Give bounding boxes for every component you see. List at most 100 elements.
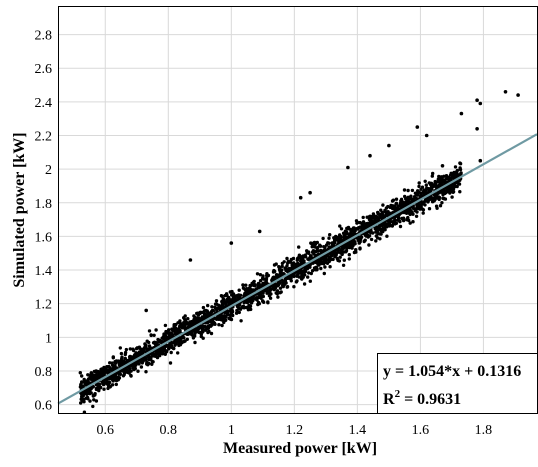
data-point [443, 189, 446, 192]
data-point [364, 234, 367, 237]
data-point [385, 235, 388, 238]
data-point [115, 383, 118, 386]
data-point [181, 326, 184, 329]
data-point [417, 191, 420, 194]
data-point [300, 277, 303, 280]
data-point [145, 361, 148, 364]
data-point [296, 274, 299, 277]
data-point [335, 252, 338, 255]
data-point [96, 373, 99, 376]
data-point [222, 297, 225, 300]
data-point [431, 174, 434, 177]
data-point [153, 353, 156, 356]
data-point [80, 398, 83, 401]
data-point [343, 236, 346, 239]
data-point [374, 239, 377, 242]
data-point [224, 319, 227, 322]
data-point [303, 282, 306, 285]
x-tick-label: 1.2 [286, 423, 304, 438]
data-point [310, 272, 313, 275]
data-point [452, 187, 455, 190]
data-point [212, 309, 215, 312]
data-point [295, 263, 298, 266]
data-point [207, 325, 210, 328]
data-point [286, 285, 289, 288]
data-point [355, 227, 358, 230]
outlier-point [416, 125, 420, 129]
data-point [430, 187, 433, 190]
data-point [112, 364, 115, 367]
data-point [398, 220, 401, 223]
data-point [406, 197, 409, 200]
y-tick-label: 0.6 [35, 399, 53, 414]
data-point [303, 273, 306, 276]
data-point [106, 381, 109, 384]
data-point [378, 225, 381, 228]
data-point [297, 255, 300, 258]
data-point [355, 221, 358, 224]
data-point [135, 347, 138, 350]
data-point [318, 244, 321, 247]
data-point [235, 309, 238, 312]
data-point [442, 175, 445, 178]
data-point [266, 274, 269, 277]
data-point [399, 225, 402, 228]
data-point [264, 278, 267, 281]
data-point [274, 283, 277, 286]
data-point [238, 289, 241, 292]
data-point [392, 199, 395, 202]
outlier-point [144, 309, 148, 313]
outlier-point [346, 166, 350, 170]
data-point [411, 189, 414, 192]
data-point [227, 317, 230, 320]
data-point [184, 314, 187, 317]
data-point [459, 162, 462, 165]
data-point [273, 263, 276, 266]
x-tick-label: 0.6 [97, 423, 115, 438]
data-point [98, 386, 101, 389]
data-point [108, 385, 111, 388]
data-point [242, 286, 245, 289]
data-point [327, 237, 330, 240]
data-point [174, 330, 177, 333]
data-point [247, 304, 250, 307]
y-axis-title: Simulated power [kW] [11, 132, 28, 287]
data-point [200, 311, 203, 314]
data-point [374, 218, 377, 221]
data-point [239, 308, 242, 311]
data-point [378, 232, 381, 235]
data-point [156, 356, 159, 359]
data-point [283, 260, 286, 263]
data-point [141, 348, 144, 351]
y-tick-label: 2 [45, 163, 52, 178]
data-point [160, 340, 163, 343]
data-point [87, 392, 90, 395]
data-point [177, 338, 180, 341]
data-point [315, 267, 318, 270]
data-point [228, 309, 231, 312]
data-point [299, 259, 302, 262]
data-point [164, 335, 167, 338]
data-point [189, 324, 192, 327]
data-point [266, 301, 269, 304]
data-point [395, 198, 398, 201]
y-tick-label: 2.6 [35, 62, 53, 77]
data-point [366, 216, 369, 219]
data-point [101, 382, 104, 385]
data-point [369, 231, 372, 234]
data-point [219, 318, 222, 321]
data-point [170, 344, 173, 347]
data-point [141, 361, 144, 364]
data-point [79, 371, 82, 374]
data-point [322, 262, 325, 265]
data-point [446, 190, 449, 193]
data-point [328, 265, 331, 268]
data-point [112, 355, 115, 358]
data-point [456, 185, 459, 188]
data-point [241, 283, 244, 286]
data-point [143, 342, 146, 345]
data-point [324, 257, 327, 260]
data-point [257, 285, 260, 288]
outlier-point [368, 154, 372, 158]
outlier-point [258, 230, 262, 234]
